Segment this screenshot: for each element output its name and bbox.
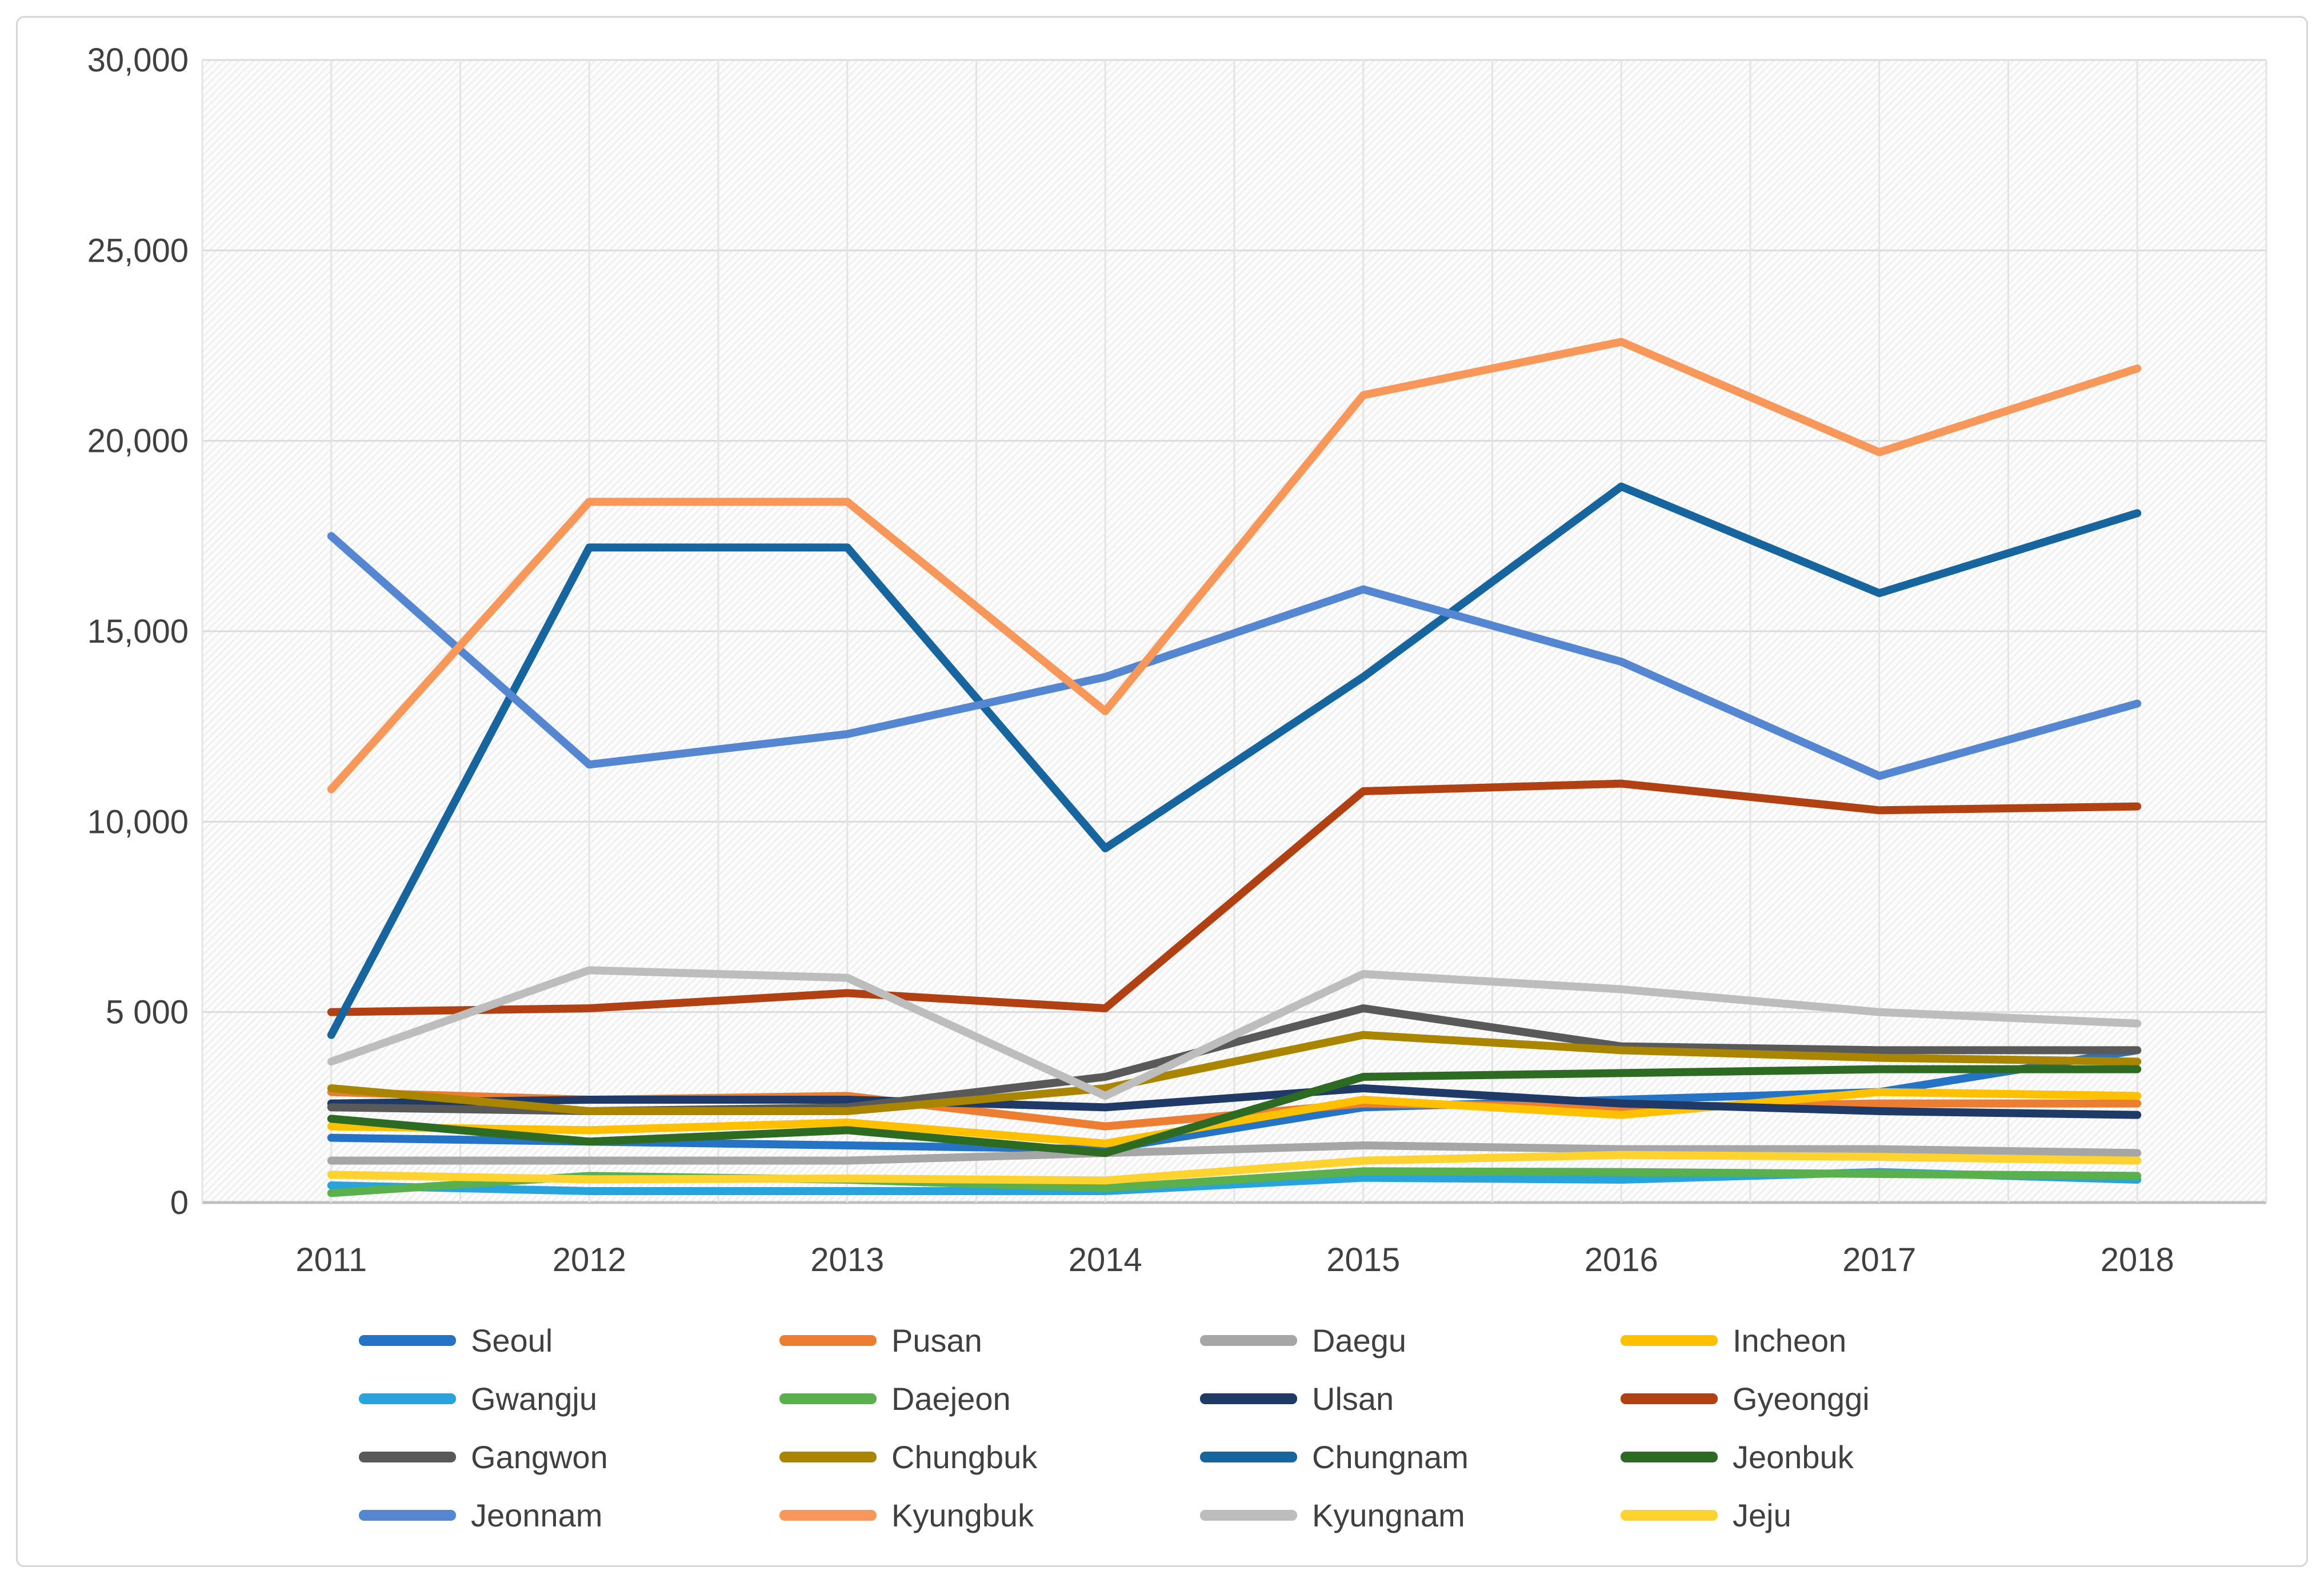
legend-swatch-gwangju <box>359 1393 456 1404</box>
y-axis-tick-label: 30,000 <box>87 42 189 79</box>
legend-label-kyungbuk: Kyungbuk <box>891 1497 1034 1533</box>
x-axis-tick-label: 2013 <box>810 1241 884 1279</box>
legend-item-chungbuk: Chungbuk <box>779 1436 1037 1477</box>
legend-item-daejeon: Daejeon <box>779 1378 1011 1419</box>
x-axis-tick-label: 2017 <box>1842 1241 1916 1279</box>
series-line-jeju <box>327 1151 2142 1185</box>
legend-item-jeju: Jeju <box>1621 1494 1791 1536</box>
legend-swatch-jeonbuk <box>1621 1451 1718 1462</box>
legend-swatch-kyungbuk <box>779 1509 877 1521</box>
legend-item-pusan: Pusan <box>779 1320 982 1361</box>
y-axis-tick-label: 20,000 <box>87 423 189 460</box>
legend-swatch-chungnam <box>1200 1451 1297 1462</box>
legend-swatch-daegu <box>1200 1334 1297 1346</box>
series-line-gyeonggi <box>327 779 2142 1016</box>
legend-label-pusan: Pusan <box>891 1322 982 1358</box>
series-line-chungbuk <box>327 1031 2142 1115</box>
legend-swatch-jeonnam <box>359 1509 456 1521</box>
legend-label-seoul: Seoul <box>471 1322 553 1358</box>
series-line-kyungbuk <box>327 338 2142 793</box>
legend-label-chungbuk: Chungbuk <box>891 1438 1038 1475</box>
legend-label-chungnam: Chungnam <box>1312 1438 1469 1475</box>
legend-label-daegu: Daegu <box>1312 1322 1407 1358</box>
legend-item-ulsan: Ulsan <box>1200 1378 1394 1419</box>
legend-swatch-incheon <box>1621 1334 1718 1346</box>
legend-item-gwangju: Gwangju <box>359 1378 597 1419</box>
legend-item-kyungbuk: Kyungbuk <box>779 1494 1034 1536</box>
y-axis-tick-label: 15,000 <box>87 613 189 650</box>
legend-item-gangwon: Gangwon <box>359 1436 608 1477</box>
legend-item-jeonnam: Jeonnam <box>359 1494 602 1536</box>
legend-swatch-seoul <box>359 1334 456 1346</box>
y-axis-tick-label: 5 000 <box>106 994 189 1031</box>
legend-label-jeju: Jeju <box>1733 1497 1791 1533</box>
series-line-jeonbuk <box>327 1065 2142 1157</box>
x-axis-tick-label: 2018 <box>2101 1241 2174 1279</box>
legend-label-kyungnam: Kyungnam <box>1312 1497 1465 1533</box>
legend-item-incheon: Incheon <box>1621 1320 1846 1361</box>
legend-swatch-gangwon <box>359 1451 456 1462</box>
legend-item-gyeonggi: Gyeonggi <box>1621 1378 1870 1419</box>
legend-swatch-ulsan <box>1200 1393 1297 1404</box>
legend-label-gyeonggi: Gyeonggi <box>1733 1380 1870 1417</box>
x-axis-tick-label: 2011 <box>295 1241 367 1279</box>
x-axis-tick-label: 2016 <box>1585 1241 1658 1279</box>
legend-label-ulsan: Ulsan <box>1312 1380 1394 1417</box>
legend-swatch-gyeonggi <box>1621 1393 1718 1404</box>
legend-label-jeonbuk: Jeonbuk <box>1733 1438 1854 1475</box>
legend-swatch-daejeon <box>779 1393 877 1404</box>
series-line-jeonnam <box>327 532 2142 780</box>
x-axis-tick-label: 2014 <box>1069 1241 1142 1279</box>
series-line-daegu <box>327 1141 2142 1165</box>
legend-label-gwangju: Gwangju <box>471 1380 598 1417</box>
legend-swatch-kyungnam <box>1200 1509 1297 1521</box>
legend-label-gangwon: Gangwon <box>471 1438 608 1475</box>
series-line-kyungnam <box>327 966 2142 1100</box>
legend-item-jeonbuk: Jeonbuk <box>1621 1436 1854 1477</box>
y-axis-tick-label: 10,000 <box>87 803 189 840</box>
legend-label-daejeon: Daejeon <box>891 1380 1011 1417</box>
x-axis-tick-label: 2012 <box>553 1241 626 1279</box>
legend-swatch-jeju <box>1621 1509 1718 1521</box>
legend-swatch-chungbuk <box>779 1451 877 1462</box>
series-line-ulsan <box>327 1084 2142 1119</box>
series-line-chungnam <box>327 482 2142 1039</box>
legend-label-jeonnam: Jeonnam <box>471 1497 603 1533</box>
x-axis-tick-label: 2015 <box>1326 1241 1400 1279</box>
legend-label-incheon: Incheon <box>1733 1322 1847 1358</box>
y-axis-tick-label: 25,000 <box>87 232 189 269</box>
legend-item-seoul: Seoul <box>359 1320 553 1361</box>
legend-item-kyungnam: Kyungnam <box>1200 1494 1465 1536</box>
y-axis-tick-label: 0 <box>170 1184 189 1221</box>
legend-item-chungnam: Chungnam <box>1200 1436 1469 1477</box>
legend-item-daegu: Daegu <box>1200 1320 1406 1361</box>
series-line-incheon <box>327 1088 2142 1148</box>
legend-swatch-pusan <box>779 1334 877 1346</box>
